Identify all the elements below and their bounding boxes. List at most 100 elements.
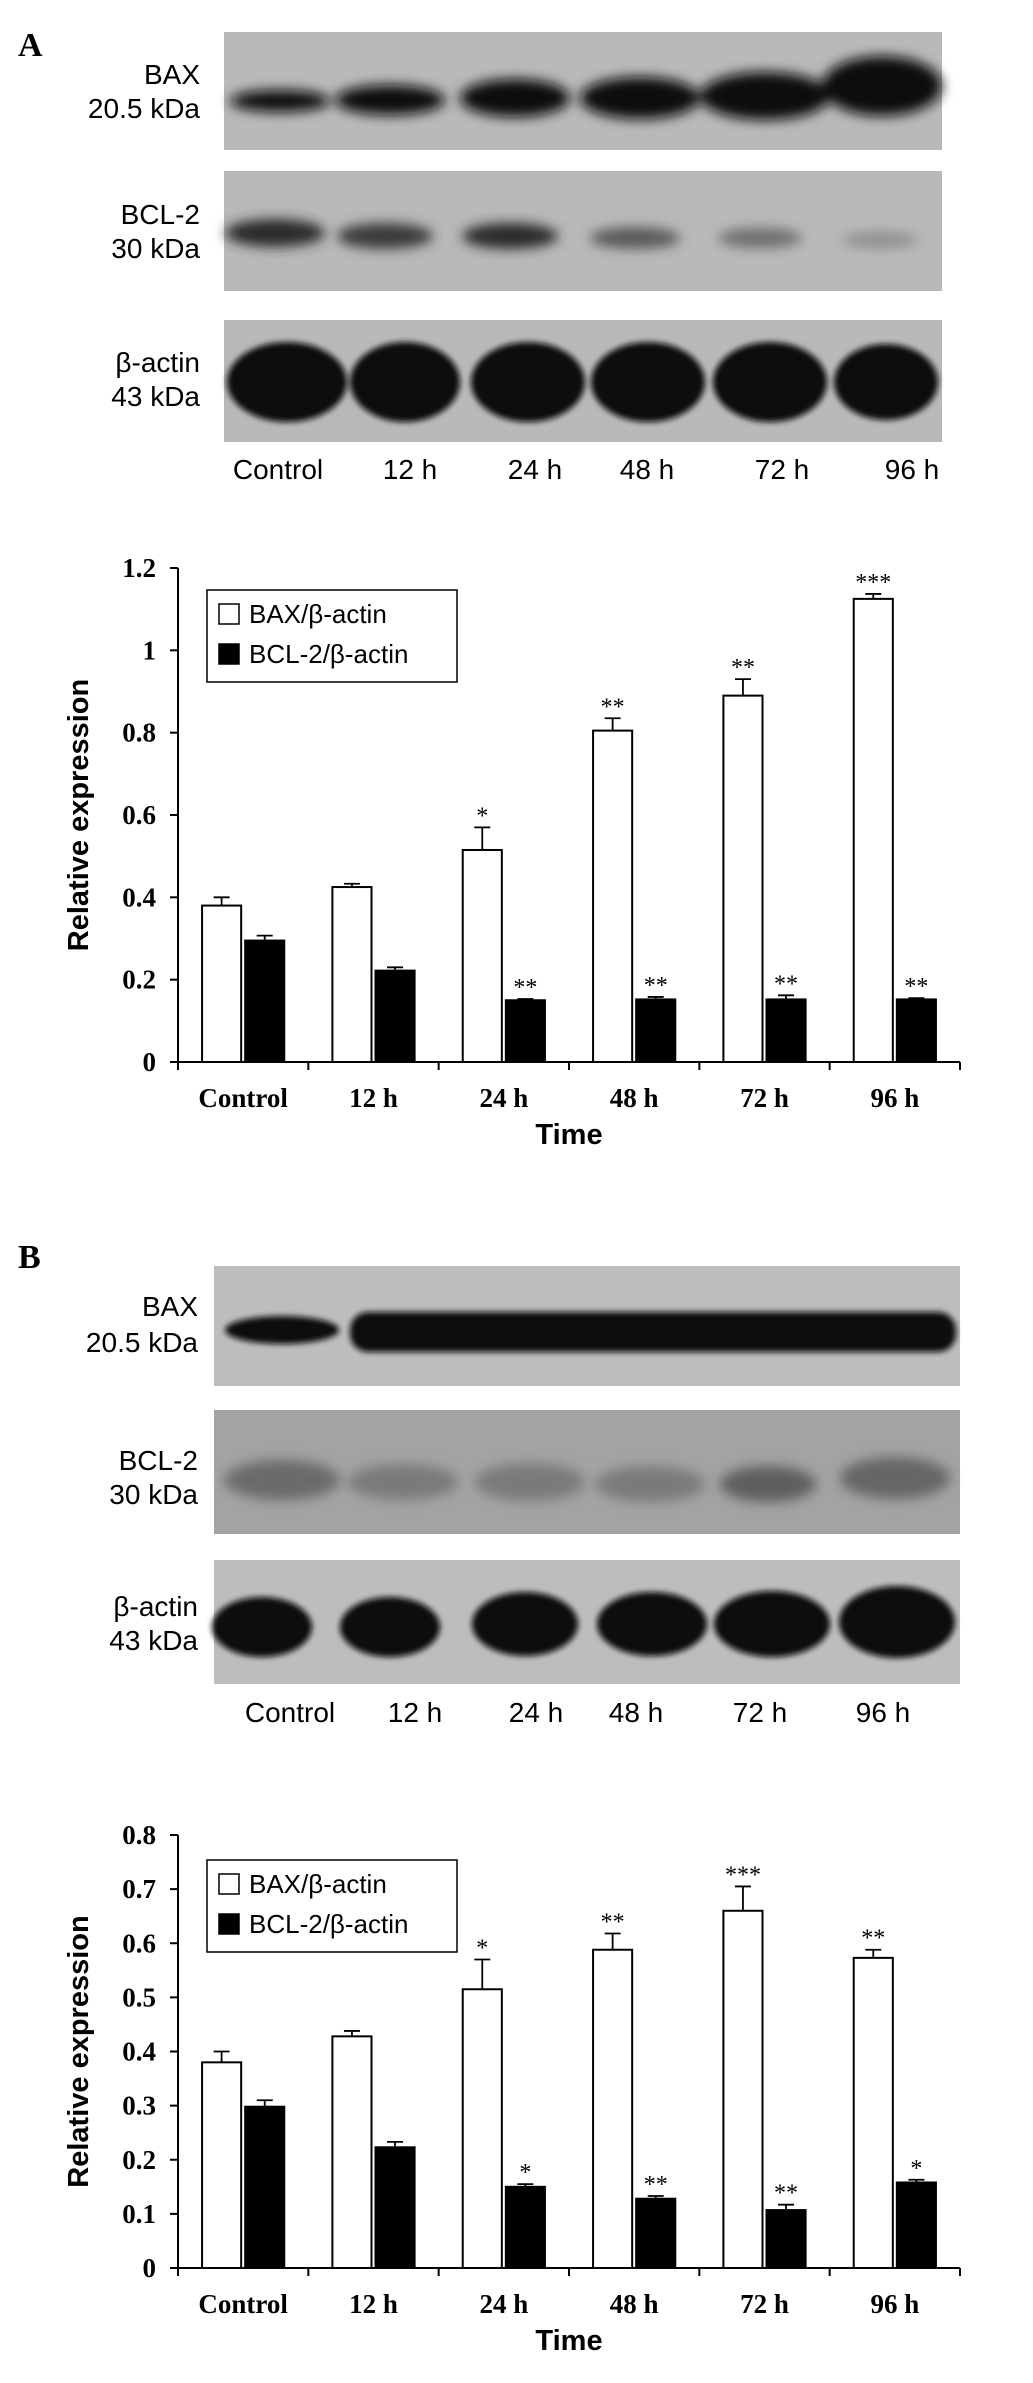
- y-tick-label: 0.6: [122, 800, 156, 830]
- blot-a-bax-band: [580, 77, 700, 119]
- legend-label: BCL-2/β-actin: [249, 1909, 408, 1939]
- legend-swatch: [218, 1873, 240, 1895]
- blot-a-actin-band: [350, 342, 460, 422]
- bar-bax: [852, 1956, 894, 2270]
- significance-marker: ***: [855, 570, 891, 596]
- y-tick-label: 0: [143, 1047, 157, 1077]
- blot-b-lane-label: 96 h: [856, 1697, 911, 1728]
- x-tick-label: 96 h: [870, 2289, 919, 2319]
- y-tick-label: 0.4: [122, 882, 156, 912]
- bar-bax: [592, 729, 634, 1063]
- bar-bcl2: [504, 999, 546, 1063]
- blot-b-bcl2-band: [475, 1463, 585, 1501]
- blot-a-actin-band: [591, 342, 705, 422]
- bar-bax: [201, 904, 243, 1063]
- significance-marker: **: [774, 971, 798, 997]
- blot-a-lane-label: 72 h: [755, 454, 810, 485]
- blot-b-bcl2-band: [720, 1466, 816, 1502]
- bar-bcl2: [895, 2181, 937, 2269]
- blot-b-lane-label: 24 h: [509, 1697, 564, 1728]
- blot-a-bcl2-band: [718, 228, 802, 248]
- bar-bax: [461, 848, 503, 1063]
- blot-a-actin-band: [834, 344, 938, 420]
- bar-bcl2: [244, 939, 286, 1064]
- significance-marker: **: [644, 2172, 668, 2198]
- blot-a-bax-band: [230, 90, 330, 112]
- x-tick-label: 24 h: [479, 1083, 528, 1113]
- y-tick-label: 0.7: [122, 1874, 156, 1904]
- blot-a-actin-band: [227, 342, 347, 422]
- blot-a-lane-label: 24 h: [508, 454, 563, 485]
- blot-b-bax-band: [350, 1312, 956, 1352]
- legend-swatch: [218, 603, 240, 625]
- blot-b-bcl2-weight: 30 kDa: [109, 1479, 198, 1510]
- x-tick-label: 96 h: [870, 1083, 919, 1113]
- bar-bcl2: [765, 2209, 807, 2269]
- bar-bcl2: [895, 998, 937, 1064]
- x-tick-label: 12 h: [349, 2289, 398, 2319]
- x-tick-label: 72 h: [740, 2289, 789, 2319]
- significance-marker: *: [910, 2156, 922, 2182]
- bar-bcl2: [504, 2185, 546, 2269]
- blot-a-bcl2-band: [225, 219, 325, 247]
- significance-marker: **: [513, 975, 537, 1001]
- blot-a-bcl2-band: [462, 223, 558, 249]
- blot-a-bcl2-band: [590, 227, 680, 249]
- x-tick-label: Control: [198, 1083, 288, 1113]
- significance-marker: **: [861, 1926, 885, 1952]
- blot-b-actin-band: [340, 1597, 440, 1657]
- blot-b-actin-band: [597, 1592, 707, 1656]
- y-tick-label: 0.3: [122, 2091, 156, 2121]
- legend-swatch: [218, 643, 240, 665]
- bar-bcl2: [374, 969, 416, 1063]
- significance-marker: **: [601, 694, 625, 720]
- y-tick-label: 0.2: [122, 2145, 156, 2175]
- y-tick-label: 0.6: [122, 1928, 156, 1958]
- blot-a-lane-label: 96 h: [885, 454, 940, 485]
- bar-bcl2: [244, 2105, 286, 2270]
- chart-a: 0 0.2 0.4 0.6 0.8 1 1.2 Control 12 h 24 h 48 h 72 h…: [63, 553, 961, 1151]
- panel-a-blot: BAX 20.5 kDa BCL-2 30 kDa β-actin 43 kDa: [88, 32, 942, 485]
- blot-b-actin-membrane: [214, 1560, 960, 1684]
- bar-bax: [201, 2061, 243, 2269]
- y-tick-label: 0.8: [122, 718, 156, 748]
- x-tick-label: 12 h: [349, 1083, 398, 1113]
- x-tick-label: 48 h: [610, 2289, 659, 2319]
- blot-b-bcl2-band: [595, 1466, 705, 1502]
- x-axis-title: Time: [535, 1119, 602, 1151]
- significance-marker: ***: [725, 1862, 761, 1888]
- blot-a-bcl2-band: [337, 223, 433, 249]
- blot-a-actin-band: [471, 342, 585, 422]
- bar-bcl2: [765, 998, 807, 1064]
- bar-bax: [592, 1948, 634, 2269]
- bar-bax: [331, 2035, 373, 2269]
- blot-b-bcl2-membrane: [214, 1410, 960, 1534]
- blot-a-bcl2-membrane: [224, 171, 942, 291]
- y-tick-label: 0.2: [122, 965, 156, 995]
- blot-b-actin-weight: 43 kDa: [109, 1625, 198, 1656]
- y-tick-label: 0.4: [122, 2037, 156, 2067]
- y-axis-title: Relative expression: [63, 1915, 95, 2187]
- blot-b-lane-label: 12 h: [388, 1697, 443, 1728]
- blot-a-bax-protein: BAX: [144, 59, 200, 90]
- blot-a-lane-label: 48 h: [620, 454, 675, 485]
- blot-b-bcl2-protein: BCL-2: [119, 1445, 198, 1476]
- y-tick-label: 0: [143, 2253, 157, 2283]
- significance-marker: **: [904, 974, 928, 1000]
- blot-a-actin-protein: β-actin: [115, 347, 200, 378]
- blot-b-bcl2-band: [840, 1457, 950, 1499]
- blot-a-bax-band: [460, 79, 570, 117]
- blot-b-actin-band: [212, 1597, 312, 1657]
- blot-a-actin-band: [713, 342, 827, 422]
- blot-b-lane-label: 48 h: [609, 1697, 664, 1728]
- blot-a-bax-band: [700, 72, 830, 120]
- legend-label: BAX/β-actin: [249, 1869, 387, 1899]
- bar-bcl2: [374, 2146, 416, 2270]
- blot-a-lane-label: 12 h: [383, 454, 438, 485]
- significance-marker: **: [644, 973, 668, 999]
- significance-marker: **: [601, 1910, 625, 1936]
- blot-b-bcl2-band: [348, 1464, 458, 1500]
- significance-marker: *: [476, 803, 488, 829]
- blot-a-bcl2-protein: BCL-2: [121, 199, 200, 230]
